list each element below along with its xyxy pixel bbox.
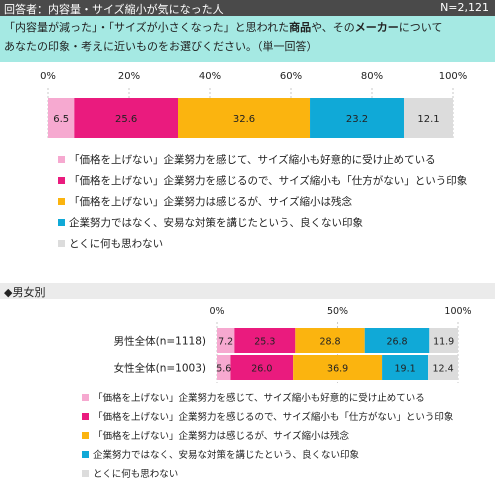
legend-label: 「価格を上げない」企業努力を感じるので、サイズ縮小も「仕方がない」という印象 bbox=[93, 412, 454, 423]
bar-segment bbox=[382, 355, 429, 380]
bar-segment bbox=[230, 355, 294, 380]
tick-label: 60% bbox=[280, 71, 302, 82]
legend-label: 「価格を上げない」企業努力を感じて、サイズ縮小も好意的に受け止めている bbox=[93, 393, 425, 404]
data-label: 19.1 bbox=[395, 364, 416, 375]
section-gender-title: ◆男女別 bbox=[4, 286, 46, 299]
data-label: 5.6 bbox=[216, 364, 231, 375]
legend-swatch bbox=[58, 156, 65, 163]
question-text-d: メーカー bbox=[354, 21, 399, 34]
legend-swatch bbox=[58, 240, 65, 247]
legend-swatch bbox=[58, 198, 65, 205]
bar-segment bbox=[48, 98, 75, 138]
bar-segment bbox=[74, 98, 179, 138]
bar-segment bbox=[293, 355, 383, 380]
data-label: 36.9 bbox=[327, 364, 348, 375]
data-label: 32.6 bbox=[233, 114, 255, 125]
legend-swatch bbox=[82, 470, 89, 477]
legend-label: 「価格を上げない」企業努力は感じるが、サイズ縮小は残念 bbox=[69, 196, 352, 208]
tick-label: 0% bbox=[209, 306, 224, 317]
header-title: 回答者：内容量・サイズ縮小が気になった人 bbox=[4, 3, 224, 16]
legend-label: 「価格を上げない」企業努力は感じるが、サイズ縮小は残念 bbox=[93, 431, 350, 442]
data-label: 28.8 bbox=[319, 337, 340, 348]
question-box: 「内容量が減った」・「サイズが小さくなった」と思われた商品や、そのメーカーについ… bbox=[0, 16, 495, 62]
legend-label: 「価格を上げない」企業努力を感じて、サイズ縮小も好意的に受け止めている bbox=[69, 154, 436, 166]
legend-swatch bbox=[82, 394, 89, 401]
legend-label: とくに何も思わない bbox=[93, 469, 179, 480]
data-label: 26.0 bbox=[251, 364, 272, 375]
legend-swatch bbox=[58, 219, 65, 226]
legend-swatch bbox=[58, 177, 65, 184]
legend-swatch bbox=[82, 413, 89, 420]
bar-segment bbox=[234, 328, 296, 353]
section-gender-header: ◆男女別 bbox=[0, 283, 495, 299]
data-label: 26.8 bbox=[386, 337, 407, 348]
tick-label: 100% bbox=[444, 306, 471, 317]
legend-swatch bbox=[82, 432, 89, 439]
sample-size: N=2,121 bbox=[440, 1, 489, 14]
tick-label: 80% bbox=[361, 71, 383, 82]
question-line-1: 「内容量が減った」・「サイズが小さくなった」と思われた商品や、そのメーカーについ… bbox=[4, 19, 442, 37]
data-label: 6.5 bbox=[53, 114, 69, 125]
bar-segment bbox=[295, 328, 365, 353]
bar-segment bbox=[428, 355, 458, 380]
tick-label: 100% bbox=[439, 71, 468, 82]
bar-segment bbox=[429, 328, 458, 353]
bar-segment bbox=[310, 98, 404, 138]
question-text-a: 「内容量が減った」・「サイズが小さくなった」と思われた bbox=[4, 21, 290, 34]
question-text-e: について bbox=[398, 21, 443, 34]
category-label: 男性全体(n=1118) bbox=[114, 335, 206, 348]
bar-segment bbox=[178, 98, 311, 138]
data-label: 7.2 bbox=[218, 337, 233, 348]
category-label: 女性全体(n=1003) bbox=[114, 362, 206, 375]
header-bar: 回答者：内容量・サイズ縮小が気になった人 N=2,121 bbox=[0, 0, 495, 16]
bar-segment bbox=[217, 328, 235, 353]
tick-label: 20% bbox=[118, 71, 140, 82]
question-text-b: 商品 bbox=[289, 21, 312, 34]
question-line-2: あなたの印象・考えに近いものをお選びください。（単一回答） bbox=[4, 40, 318, 53]
legend-label: 「価格を上げない」企業努力を感じるので、サイズ縮小も「仕方がない」という印象 bbox=[69, 175, 468, 187]
tick-label: 50% bbox=[327, 306, 348, 317]
data-label: 23.2 bbox=[346, 114, 368, 125]
tick-label: 0% bbox=[40, 71, 56, 82]
legend-label: 企業努力ではなく、安易な対策を講じたという、良くない印象 bbox=[69, 217, 363, 229]
data-label: 12.1 bbox=[417, 114, 439, 125]
data-label: 11.9 bbox=[433, 337, 454, 348]
bar-segment bbox=[364, 328, 430, 353]
legend-swatch bbox=[82, 451, 89, 458]
question-text-c: や、その bbox=[311, 21, 355, 34]
legend-label: とくに何も思わない bbox=[69, 238, 164, 250]
tick-label: 40% bbox=[199, 71, 221, 82]
bar-segment bbox=[403, 98, 453, 138]
data-label: 12.4 bbox=[432, 364, 453, 375]
data-label: 25.3 bbox=[254, 337, 275, 348]
bar-segment bbox=[217, 355, 231, 380]
legend-label: 企業努力ではなく、安易な対策を講じたという、良くない印象 bbox=[93, 450, 360, 461]
data-label: 25.6 bbox=[115, 114, 137, 125]
